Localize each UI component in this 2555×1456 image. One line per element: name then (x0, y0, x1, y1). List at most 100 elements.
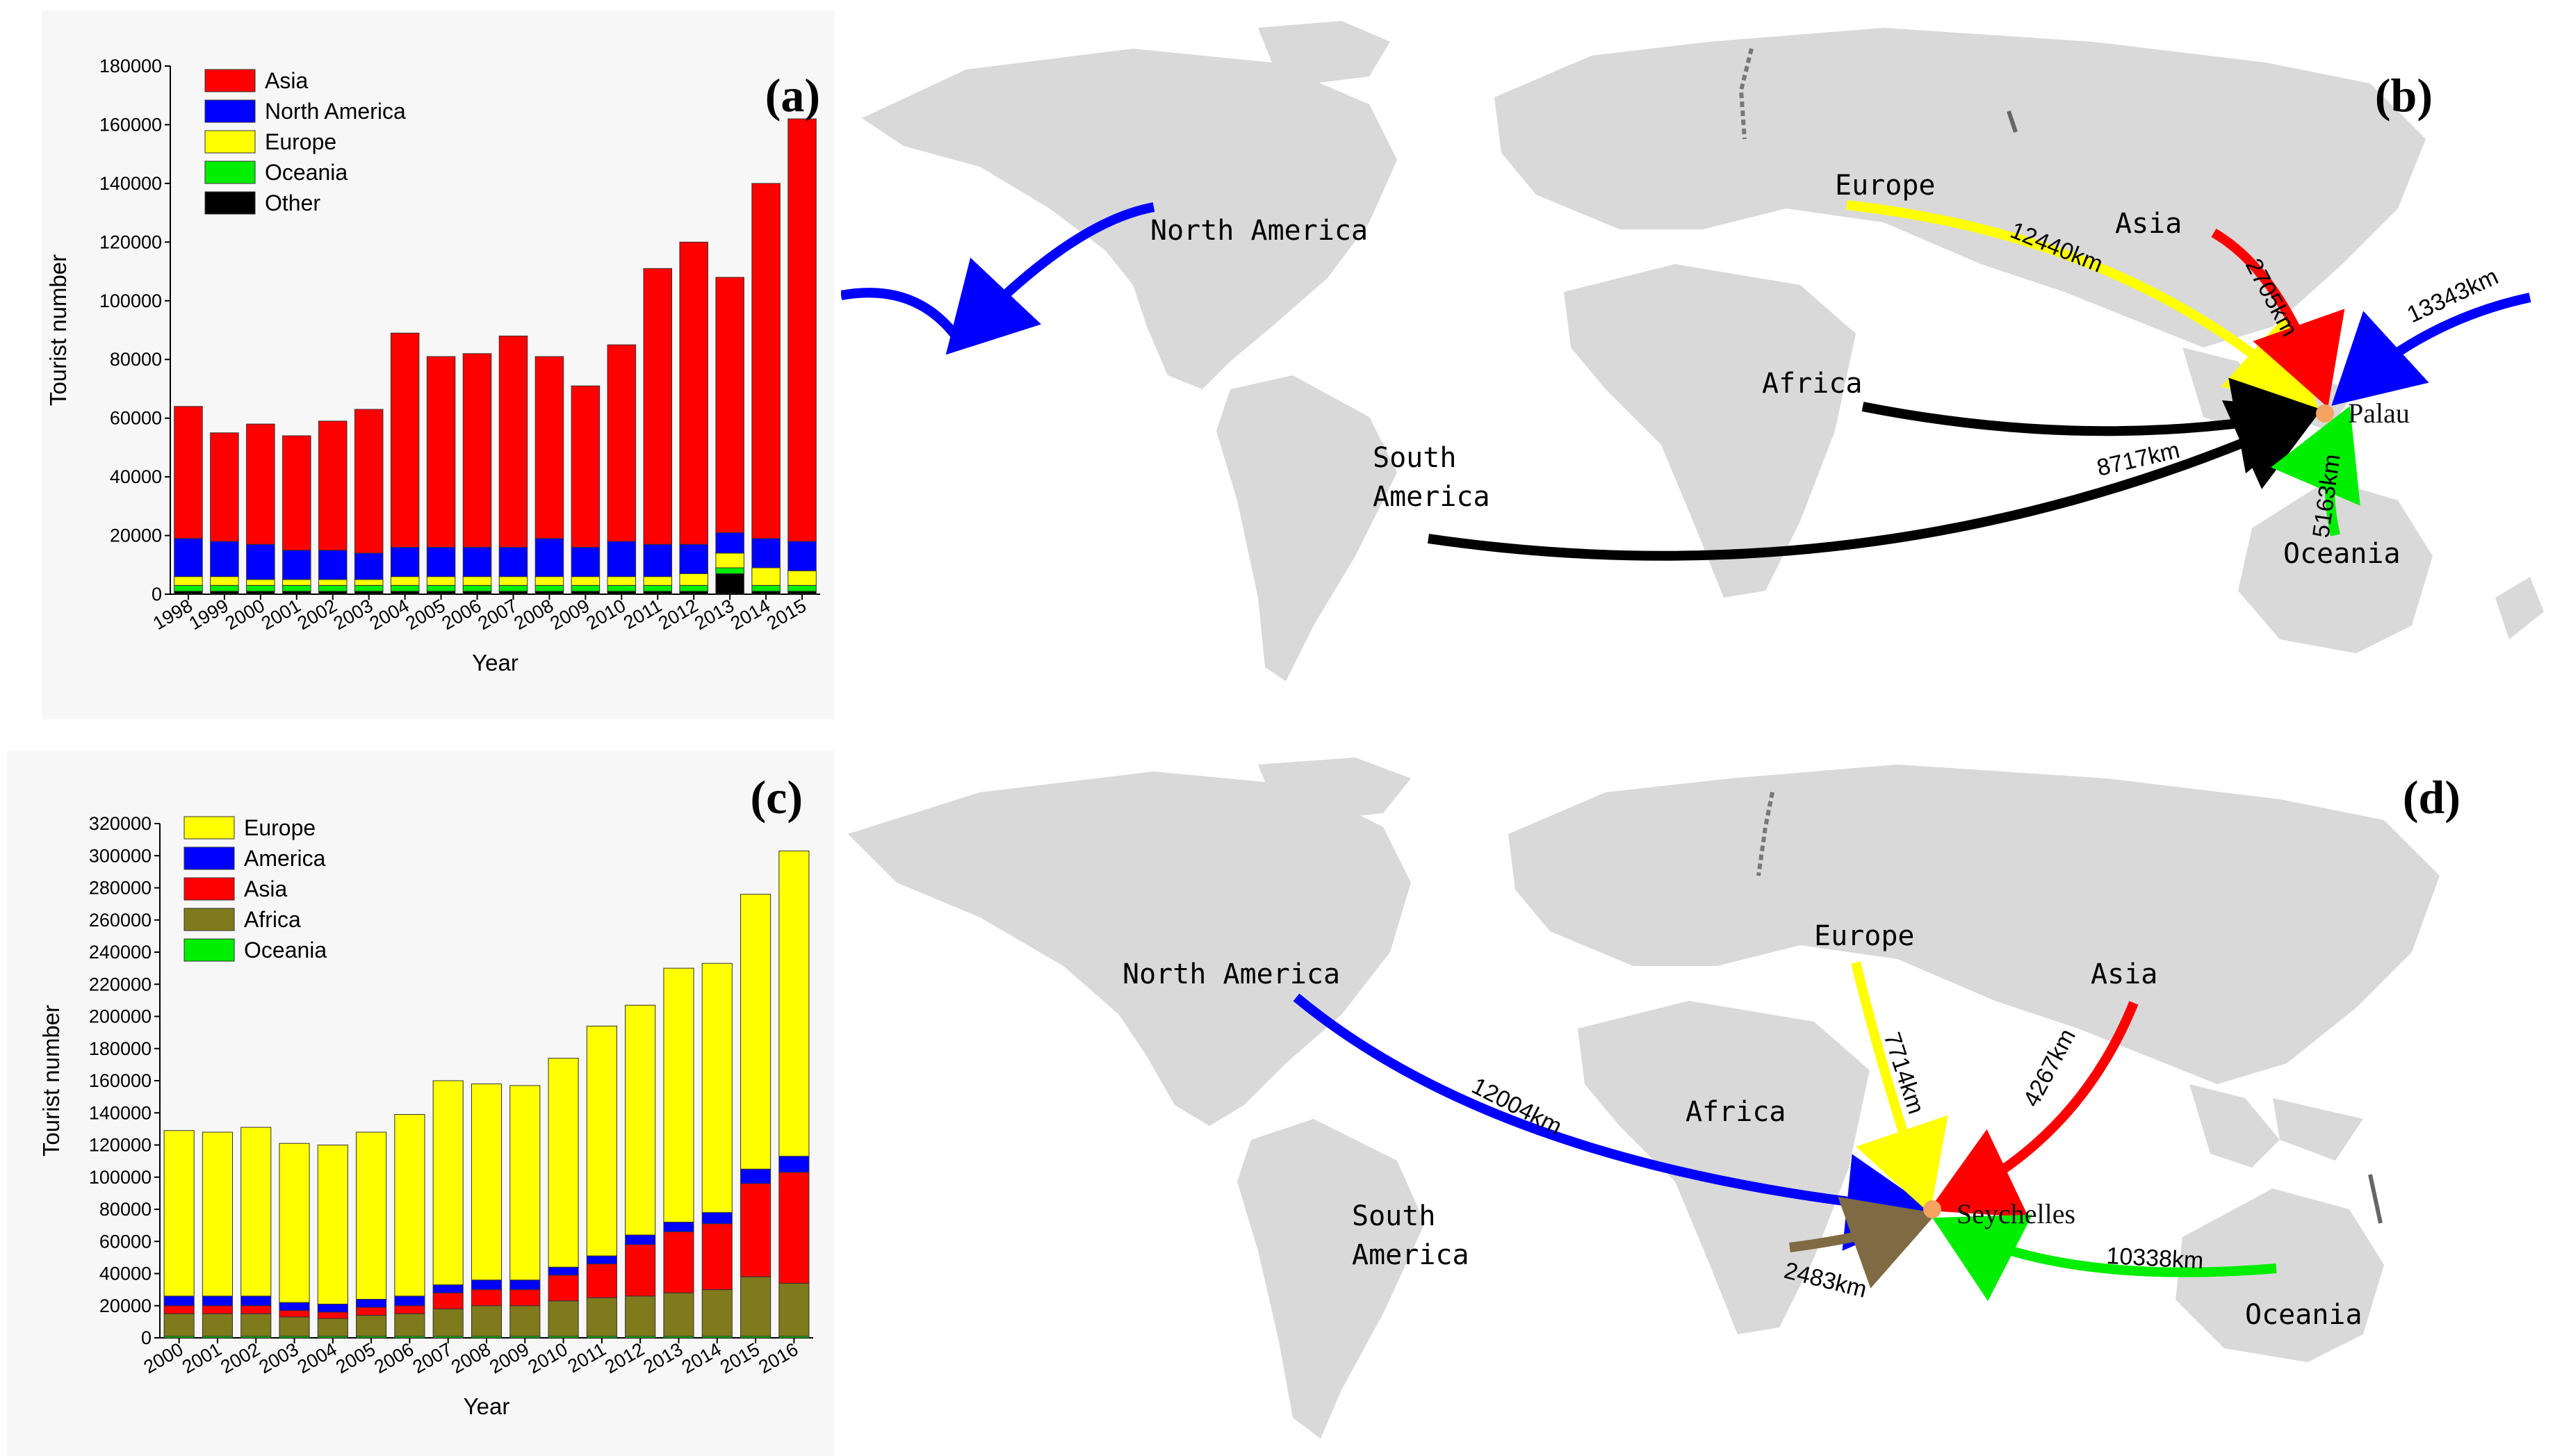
bar-segment (202, 1131, 234, 1297)
legend-label: Oceania (265, 160, 348, 185)
x-axis-title: Year (464, 1393, 510, 1419)
bar-segment (548, 1300, 579, 1337)
legend-label: Asia (244, 876, 287, 901)
y-tick-label: 140000 (99, 173, 162, 194)
bar-segment (390, 546, 420, 578)
bar-segment (778, 1172, 810, 1284)
legend-swatch (204, 191, 256, 215)
bar-segment (679, 584, 708, 592)
bar-segment (318, 579, 348, 586)
bar-segment (571, 584, 601, 592)
bar-segment (282, 584, 311, 592)
bar-segment (163, 1295, 195, 1307)
bar-segment (778, 1156, 810, 1173)
bar-segment (509, 1289, 541, 1307)
bar-segment (679, 591, 708, 595)
bar-segment (471, 1289, 503, 1307)
bar-segment (607, 541, 637, 578)
chart-panel-a: 0 20000 40000 60000 80000 100000 120000 140000 1… (0, 0, 841, 723)
bar-segment (643, 543, 673, 578)
flow-arrow-b-north-america-in (945, 202, 1155, 355)
legend-swatch (204, 130, 256, 154)
bar-segment (498, 591, 528, 595)
bar-segment (625, 1295, 656, 1337)
bar-segment (210, 591, 239, 595)
bar-segment (354, 409, 384, 554)
bar-segment (715, 567, 744, 574)
bar-segment (462, 353, 492, 548)
y-tick-label: 260000 (89, 910, 152, 931)
bar-segment (246, 591, 275, 595)
bar-segment (740, 1168, 772, 1184)
bar-segment (354, 591, 384, 595)
legend-swatch (183, 877, 235, 901)
bar-segment (163, 1313, 195, 1337)
y-tick-label: 240000 (89, 942, 152, 963)
bar-segment (534, 356, 564, 539)
bar-segment (462, 576, 492, 586)
bar-segment (740, 1183, 772, 1277)
chart-a-svg: 0 20000 40000 60000 80000 100000 120000 140000 1… (42, 10, 834, 719)
bar-segment (279, 1310, 310, 1318)
bar-segment (426, 584, 456, 592)
bar-segment (432, 1308, 464, 1337)
flow-arrow-b-north-america (2331, 293, 2531, 406)
bar-segment (210, 584, 239, 592)
bar-segment (279, 1316, 310, 1337)
bar-segment (498, 546, 528, 578)
panel-label-b: (b) (2375, 69, 2433, 122)
region-label-b-north-america: North America (1150, 215, 1368, 247)
bar-segment (643, 268, 673, 545)
bar-segment (534, 584, 564, 592)
bar-segment (715, 573, 744, 595)
distance-label-d-oceania: 10338km (2106, 1243, 2205, 1274)
bar-segment (426, 546, 456, 578)
bar-segment (426, 576, 456, 586)
legend-swatch (183, 816, 235, 840)
flow-arrow-d-europe (1851, 961, 1948, 1214)
bar-segment (715, 532, 744, 554)
bar-segment (317, 1318, 348, 1337)
bar-segment (643, 576, 673, 586)
flow-arrow-d-africa (1789, 1197, 1937, 1289)
bar-segment (778, 1282, 810, 1337)
chart-a-plot-area: 0 20000 40000 60000 80000 100000 120000 140000 1… (45, 56, 820, 676)
bar-segment (240, 1127, 272, 1297)
chart-c-plot-area: 0 20000 40000 60000 80000 100000 120000 140000 1… (38, 813, 813, 1419)
region-label-b-america: America (1373, 481, 1490, 513)
bar-segment (679, 241, 708, 545)
panel-label-c: (c) (751, 771, 803, 824)
bar-segment (701, 1212, 733, 1225)
legend-swatch (204, 69, 256, 92)
bar-segment (701, 963, 733, 1213)
bar-segment (240, 1313, 272, 1337)
flow-arrow-b-north-america-left (841, 288, 963, 344)
bar-segment (787, 591, 817, 595)
bar-segment (394, 1114, 425, 1297)
bar-segment (607, 584, 637, 592)
y-tick-label: 200000 (89, 1006, 152, 1027)
region-label-b-south: South (1373, 442, 1456, 474)
bar-segment (317, 1303, 348, 1313)
y-tick-label: 300000 (89, 845, 152, 866)
y-tick-label: 40000 (99, 1263, 152, 1284)
bar-segment (548, 1275, 579, 1302)
bar-segment (751, 567, 781, 586)
bar-segment (663, 1231, 694, 1293)
y-tick-label: 180000 (99, 56, 162, 76)
y-tick-label: 60000 (110, 408, 162, 429)
bar-segment (240, 1305, 272, 1314)
map-panel-d: Seychelles North America Europe Asia Afr… (841, 751, 2555, 1456)
bar-segment (534, 576, 564, 586)
bar-segment (246, 579, 275, 586)
bar-segment (174, 576, 203, 586)
bar-segment (663, 1292, 694, 1337)
bar-segment (390, 576, 420, 586)
y-tick-label: 160000 (89, 1070, 152, 1091)
bar-segment (210, 576, 239, 586)
bar-segment (282, 579, 311, 586)
bar-segment (643, 584, 673, 592)
y-tick-label: 100000 (89, 1167, 152, 1188)
bar-segment (548, 1266, 579, 1276)
bar-segment (534, 591, 564, 595)
